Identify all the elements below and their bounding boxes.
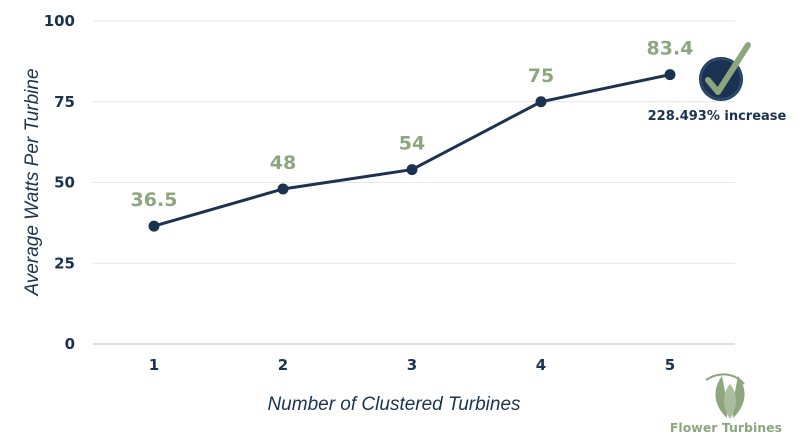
data-point bbox=[148, 220, 160, 232]
y-tick-label: 50 bbox=[54, 174, 75, 192]
data-labels: 36.5 48 54 75 83.4 bbox=[131, 38, 694, 211]
data-point bbox=[535, 96, 547, 108]
y-tick-labels: 0 25 50 75 100 bbox=[44, 12, 75, 353]
x-tick-label: 1 bbox=[149, 356, 159, 374]
y-axis-title: Average Watts Per Turbine bbox=[22, 68, 43, 296]
gridlines bbox=[93, 20, 735, 345]
logo-text: Flower Turbines bbox=[670, 420, 782, 434]
data-points bbox=[148, 69, 676, 232]
data-label: 75 bbox=[528, 65, 554, 87]
x-tick-label: 4 bbox=[536, 356, 546, 374]
data-point bbox=[277, 183, 289, 195]
increase-annotation: 228.493% increase bbox=[648, 109, 787, 124]
data-point bbox=[664, 69, 676, 81]
y-tick-label: 25 bbox=[54, 254, 75, 272]
x-tick-label: 5 bbox=[665, 356, 675, 374]
x-tick-label: 2 bbox=[278, 356, 288, 374]
x-tick-labels: 1 2 3 4 5 bbox=[149, 356, 675, 374]
flower-turbine-logo-icon bbox=[705, 373, 745, 419]
check-badge-icon bbox=[699, 42, 751, 101]
x-axis-title: Number of Clustered Turbines bbox=[267, 394, 521, 415]
data-point bbox=[406, 164, 418, 176]
y-tick-label: 100 bbox=[44, 12, 75, 30]
data-label: 48 bbox=[270, 152, 296, 174]
data-label: 83.4 bbox=[647, 38, 694, 60]
x-tick-label: 3 bbox=[407, 356, 417, 374]
y-tick-label: 75 bbox=[54, 93, 75, 111]
data-label: 36.5 bbox=[131, 189, 178, 211]
data-label: 54 bbox=[399, 133, 425, 155]
y-tick-label: 0 bbox=[65, 335, 75, 353]
